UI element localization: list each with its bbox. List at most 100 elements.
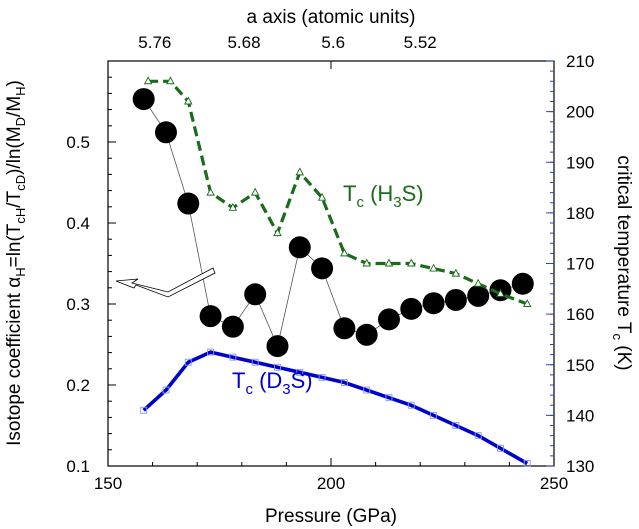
y-right-tick-label: 200 (566, 103, 594, 122)
tc-h3s-point (143, 76, 153, 85)
axis-title-part: c (610, 334, 625, 341)
y-right-tick-label: 170 (566, 255, 594, 274)
tc-d3s-point (162, 386, 170, 394)
tc-d3s-point (251, 358, 259, 366)
alpha-point (311, 257, 334, 280)
series-label-part: S) (402, 181, 424, 206)
alpha-point (199, 305, 222, 328)
y-left-tick-label: 0.1 (66, 457, 90, 476)
tc-d3s-point (474, 432, 482, 440)
tc-h3s-point (206, 187, 215, 196)
alpha-point (177, 192, 200, 215)
series-label-part: c (356, 194, 364, 211)
axis-title-part: /M (4, 96, 25, 117)
series-label-h3s: Tc (H3S) (343, 181, 424, 211)
axis-title-part: cD (13, 175, 28, 191)
tc-h3s-point (228, 202, 238, 211)
tc-d3s-point (296, 368, 304, 376)
alpha-point (422, 292, 445, 315)
y-left-tick-label: 0.5 (66, 133, 90, 152)
tc-h3s-point (384, 258, 394, 267)
tick-labels: 150 200 250 5.76 5.68 5.6 5.52 0.1 0.2 0.3 0.4 0.5 1… (66, 33, 594, 493)
tc-d3s-point (430, 411, 438, 419)
top-tick-label: 5.68 (227, 33, 260, 52)
tc-d3s-point (207, 348, 215, 356)
top-tick-label: 5.52 (404, 33, 437, 52)
y-right-tick-label: 210 (566, 52, 594, 71)
tc-h3s-point (184, 96, 193, 105)
alpha-point (467, 284, 490, 307)
tc-h3s-point (407, 258, 416, 267)
left-axis-title: Isotope coefficient αH=ln(TcH/TcD)/ln(MD… (4, 80, 28, 446)
right-axis-title: critical temperature Tc (K) (610, 155, 634, 370)
tc-d3s-point (363, 386, 371, 394)
tc-h3s-point (429, 263, 438, 272)
series-label-part: (D (253, 368, 282, 393)
alpha-point (333, 317, 356, 340)
alpha-point (444, 288, 467, 311)
series-label-part: T (232, 368, 245, 393)
tc-h3s-line (148, 79, 528, 306)
tc-h3s-point (496, 288, 505, 297)
y-right-tick-label: 180 (566, 204, 594, 223)
y-left-tick-label: 0.4 (66, 214, 90, 233)
x-axis-title: Pressure (GPa) (265, 506, 397, 527)
axis-title-part: ) (4, 80, 25, 86)
tc-h3s-point (317, 192, 327, 201)
tc-h3s-point (295, 167, 305, 176)
axis-title-part: critical temperature T (613, 155, 634, 333)
tc-d3s-point (523, 460, 531, 467)
axis-title-part: H (13, 86, 28, 95)
axis-title-part: D (13, 117, 28, 126)
tc-d3s-line (142, 350, 529, 466)
tc-d3s-point (318, 373, 326, 381)
y-right-tick-label: 150 (566, 356, 594, 375)
y-left-tick-label: 0.2 (66, 376, 90, 395)
axis-title-part: =ln(T (4, 223, 25, 267)
tc-h3s-point (340, 248, 349, 257)
tc-h3s-point (362, 258, 371, 267)
tc-h3s-point (522, 299, 532, 307)
ticks (107, 60, 555, 467)
tc-d3s-point (452, 422, 460, 429)
tc-h3s-point (250, 187, 260, 196)
axis-title-part: cH (13, 208, 28, 224)
axis-title-part: H (13, 267, 28, 276)
tc-d3s-point (407, 401, 415, 409)
tc-h3s-point (451, 268, 461, 277)
y-left-tick-label: 0.3 (66, 295, 90, 314)
series-label-part: (H (364, 181, 393, 206)
top-axis-title: a axis (atomic units) (247, 7, 416, 28)
alpha-point (132, 88, 155, 111)
tc-h3s-point (166, 76, 175, 85)
axis-title-part: /T (4, 190, 25, 207)
alpha-point (266, 335, 289, 358)
y-right-tick-label: 140 (566, 406, 594, 425)
tc-d3s-point (140, 406, 148, 414)
y-right-tick-label: 190 (566, 153, 594, 172)
alpha-point (355, 323, 378, 346)
series-label-part: 3 (282, 381, 290, 398)
x-tick-label: 150 (94, 474, 122, 493)
y-right-tick-label: 130 (566, 457, 594, 476)
series-label-part: S) (291, 368, 313, 393)
x-tick-label: 250 (540, 474, 568, 493)
tc-d3s-point (274, 363, 281, 371)
tc-d3s-point (385, 394, 393, 402)
alpha-point (511, 272, 534, 295)
series-label-part: T (343, 181, 356, 206)
tc-d3s-point (184, 358, 192, 366)
tc-d3s-point (340, 379, 348, 386)
top-tick-label: 5.76 (138, 33, 171, 52)
alpha-point (221, 315, 244, 338)
tc-h3s-point (273, 228, 282, 237)
series-label-part: 3 (393, 194, 401, 211)
top-tick-label: 5.6 (321, 33, 345, 52)
annotation-layer (115, 267, 216, 298)
y-right-tick-label: 160 (566, 305, 594, 324)
x-tick-label: 200 (317, 474, 345, 493)
series-label-d3s: Tc (D3S) (232, 368, 313, 398)
series-label-part: c (245, 381, 253, 398)
alpha-point (400, 297, 423, 320)
